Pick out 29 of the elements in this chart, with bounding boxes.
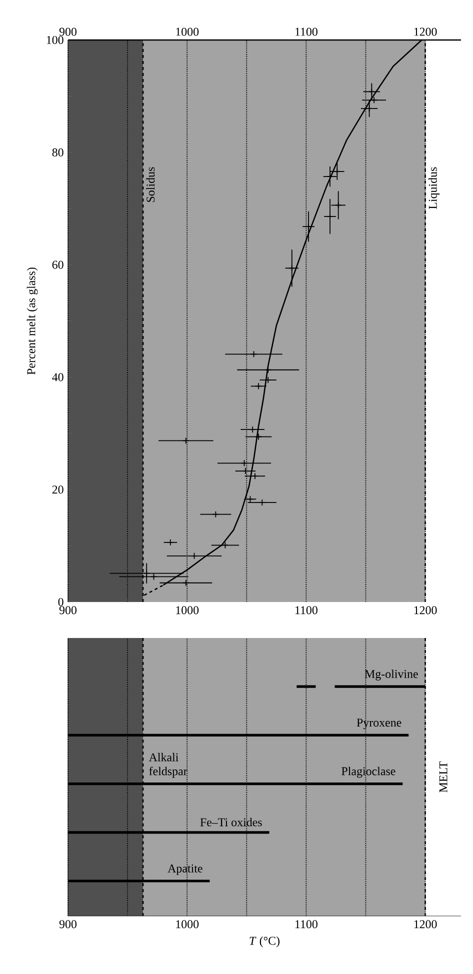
- x2-tick-label: 1200: [414, 28, 437, 36]
- y-tick-label: 0: [58, 598, 64, 606]
- y-tick-label: Pyroxene: [356, 718, 402, 730]
- y-tick-label: 80: [52, 148, 64, 156]
- y-tick-label: 100: [46, 36, 64, 44]
- x-tick-label: 1000: [176, 920, 199, 928]
- x-tick-label: 1200: [414, 920, 437, 928]
- y-tick-label: 60: [52, 260, 64, 269]
- x-tick-label: 1100: [295, 920, 318, 928]
- y-tick-label: Plagioclase: [342, 766, 396, 778]
- x-tick-label: 1100: [295, 606, 318, 614]
- x-tick-label: 1200: [414, 606, 437, 614]
- x2-tick-label: 900: [59, 28, 77, 36]
- x-tick-label: 1000: [176, 606, 199, 614]
- annotation: MELT: [439, 761, 448, 792]
- x2-tick-label: 1000: [176, 28, 199, 36]
- x2-tick-label: 1100: [295, 28, 318, 36]
- ref-line-label: Solidus: [146, 167, 155, 202]
- x-tick-label: 900: [59, 920, 77, 928]
- y-axis-title: Percent melt (as glass): [26, 268, 38, 375]
- y-tick-label: Apatite: [168, 864, 202, 875]
- y-tick-label: 20: [52, 486, 64, 494]
- x-tick-label: 900: [59, 606, 77, 614]
- ref-line-label: Liquidus: [428, 167, 440, 209]
- y-tick-label: Fe–Ti oxides: [200, 818, 262, 826]
- annotation: Alkali feldspar: [148, 752, 188, 778]
- y-tick-label: 40: [52, 373, 64, 382]
- x-axis-title: T (°C): [250, 936, 280, 948]
- y-tick-label: Mg-olivine: [364, 670, 418, 680]
